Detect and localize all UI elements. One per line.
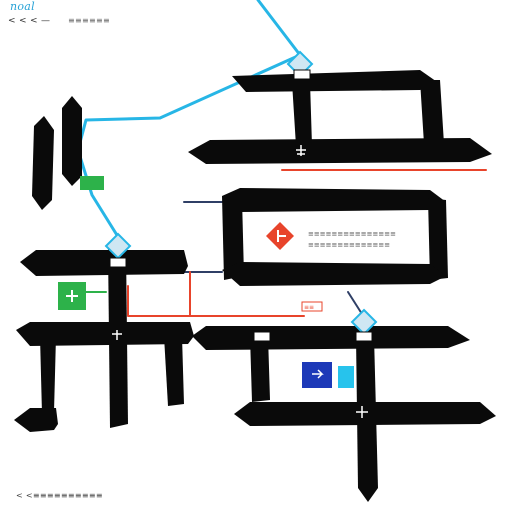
stroke-right-crossbar bbox=[192, 326, 470, 350]
stroke-left-blade-1 bbox=[32, 116, 54, 210]
stroke-left-leg-1 bbox=[40, 336, 56, 414]
stroke-top-left-vertical bbox=[292, 82, 312, 146]
plane-icon bbox=[296, 145, 306, 156]
node-left[interactable] bbox=[104, 232, 132, 268]
footer-status: < <≡≡≡≡≡≡≡≡≡≡ bbox=[16, 491, 103, 500]
stroke-mid-box-right bbox=[428, 198, 448, 280]
flag-icon[interactable] bbox=[266, 222, 294, 250]
navy-connector-diag bbox=[347, 291, 363, 315]
node-right[interactable] bbox=[350, 308, 378, 342]
plane-icon-left bbox=[112, 330, 122, 340]
navy-marker[interactable] bbox=[302, 362, 332, 388]
markers bbox=[58, 145, 368, 418]
stroke-top-base bbox=[188, 138, 492, 164]
mid-tag-label: ≡≡ bbox=[304, 304, 314, 311]
stroke-left-crossbar bbox=[20, 250, 188, 276]
connection-nodes bbox=[104, 50, 378, 342]
red-connector bbox=[127, 271, 305, 317]
node-top[interactable] bbox=[286, 50, 314, 80]
stroke-right-base bbox=[234, 402, 496, 426]
callout-line-2: ≡≡≡≡≡≡≡≡≡≡≡≡≡≡ bbox=[308, 241, 390, 249]
person-icon bbox=[66, 290, 78, 302]
stroke-mid-box-bottom bbox=[222, 262, 446, 286]
node-small-a[interactable] bbox=[253, 331, 271, 342]
stroke-top-right-vertical bbox=[420, 80, 444, 144]
toolbar-glyphs[interactable]: < < < — bbox=[8, 16, 51, 26]
stroke-left-lower-bar bbox=[16, 322, 194, 346]
stroke-left-leg-2 bbox=[164, 336, 184, 406]
stroke-left-blade-2 bbox=[62, 96, 82, 186]
logo-text: noal bbox=[10, 0, 35, 13]
arrow-icon bbox=[312, 369, 324, 379]
main-strokes bbox=[14, 70, 496, 502]
stroke-right-left-vertical bbox=[250, 336, 270, 402]
stroke-left-foot bbox=[14, 408, 58, 432]
cyan-marker[interactable] bbox=[338, 366, 354, 388]
stroke-mid-box-top bbox=[222, 188, 446, 212]
stroke-top-bar bbox=[232, 70, 440, 92]
red-tag-box[interactable] bbox=[301, 301, 323, 312]
callout-line-1: ≡≡≡≡≡≡≡≡≡≡≡≡≡≡≡ bbox=[308, 230, 396, 238]
plane-icon-lower bbox=[356, 406, 368, 418]
stroke-mid-box-left bbox=[222, 196, 244, 280]
green-marker[interactable] bbox=[80, 176, 104, 190]
toolbar-caption: ≡≡≡≡≡≡ bbox=[68, 16, 111, 25]
